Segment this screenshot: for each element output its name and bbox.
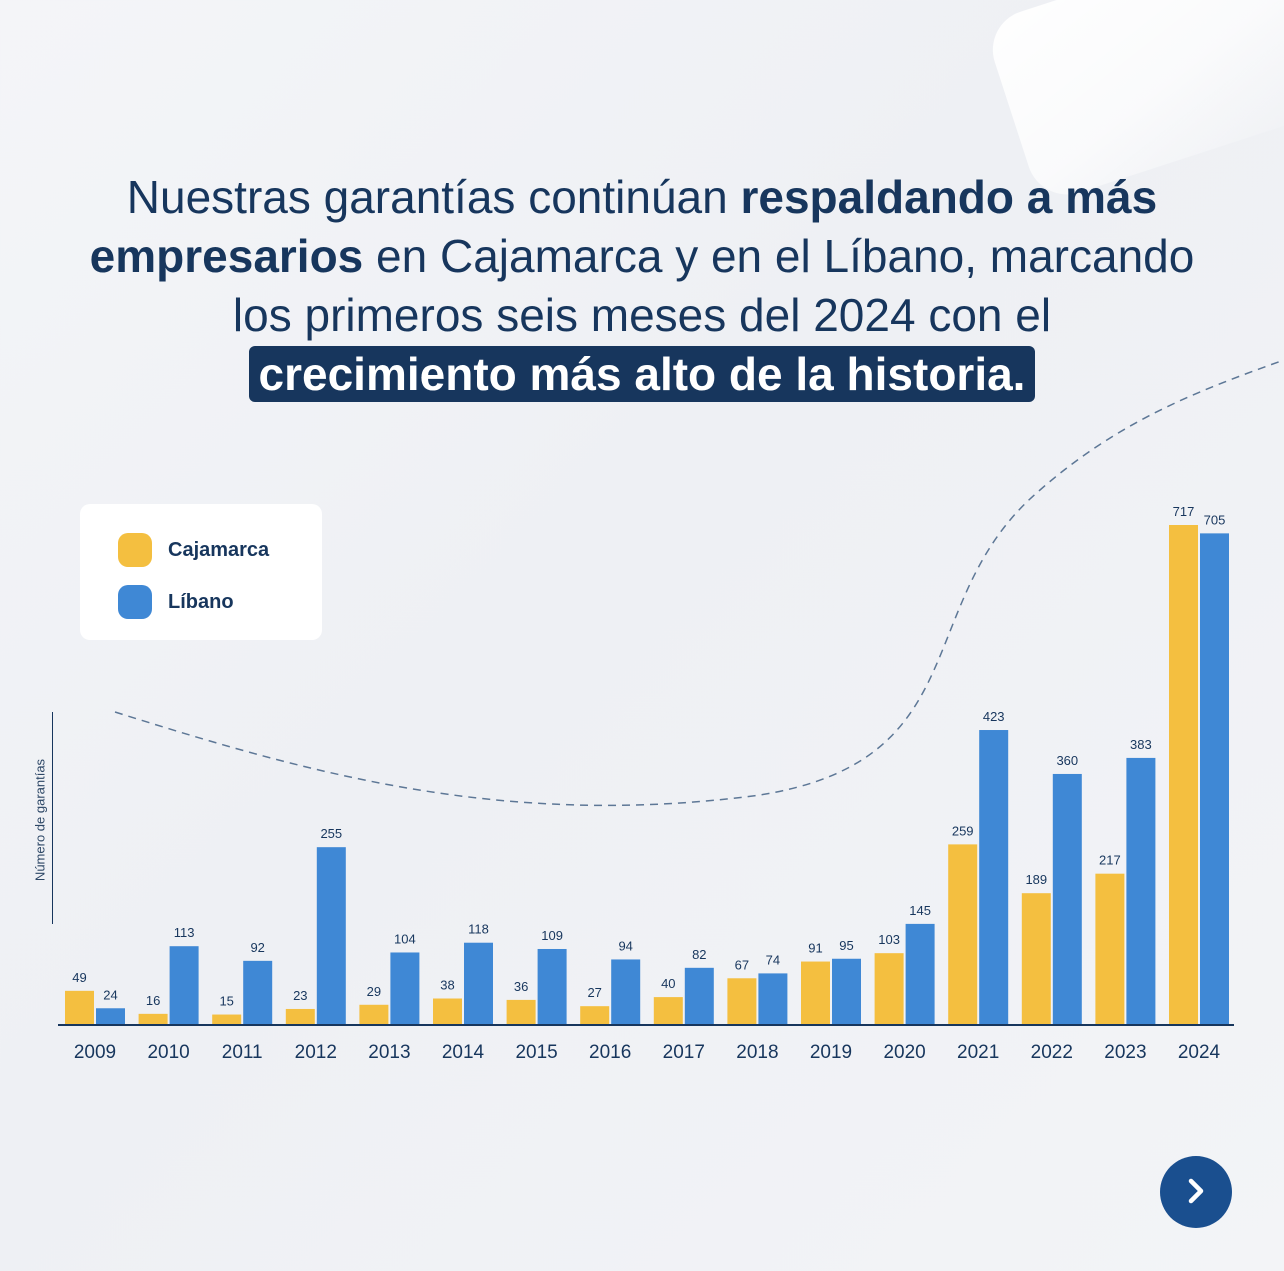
bar-cajamarca-2012 bbox=[285, 1008, 315, 1025]
data-label-cajamarca-2014: 38 bbox=[440, 978, 454, 993]
x-tick-label-2020: 2020 bbox=[883, 1042, 925, 1063]
x-tick-label-2023: 2023 bbox=[1104, 1042, 1146, 1063]
data-label-lbano-2016: 94 bbox=[618, 938, 632, 953]
data-label-cajamarca-2019: 91 bbox=[808, 941, 822, 956]
y-axis-line bbox=[52, 712, 53, 924]
headline: Nuestras garantías continúan respaldando… bbox=[60, 168, 1224, 404]
bar-lbano-2010 bbox=[169, 946, 199, 1025]
bar-cajamarca-2016 bbox=[580, 1006, 610, 1025]
bar-cajamarca-2018 bbox=[727, 978, 757, 1025]
x-tick-label-2022: 2022 bbox=[1031, 1042, 1073, 1063]
x-tick-label-2013: 2013 bbox=[368, 1042, 410, 1063]
data-label-cajamarca-2017: 40 bbox=[661, 976, 675, 991]
data-label-lbano-2024: 705 bbox=[1204, 512, 1226, 527]
bar-cajamarca-2019 bbox=[801, 961, 830, 1025]
data-label-lbano-2010: 113 bbox=[174, 925, 195, 940]
chart-legend: Cajamarca Líbano bbox=[80, 504, 322, 640]
data-label-lbano-2015: 109 bbox=[541, 928, 563, 943]
bar-lbano-2022 bbox=[1052, 773, 1082, 1025]
data-label-cajamarca-2015: 36 bbox=[514, 979, 528, 994]
data-label-cajamarca-2022: 189 bbox=[1025, 872, 1047, 887]
data-label-cajamarca-2023: 217 bbox=[1099, 853, 1121, 868]
bar-cajamarca-2017 bbox=[653, 997, 683, 1025]
legend-swatch-libano bbox=[118, 585, 152, 619]
x-tick-label-2009: 2009 bbox=[74, 1042, 116, 1063]
bar-cajamarca-2010 bbox=[138, 1013, 168, 1025]
trend-curve bbox=[114, 359, 1284, 807]
data-label-cajamarca-2011: 15 bbox=[219, 994, 233, 1009]
bar-lbano-2018 bbox=[758, 973, 788, 1025]
x-tick-label-2024: 2024 bbox=[1178, 1042, 1221, 1063]
bar-lbano-2023 bbox=[1126, 757, 1156, 1025]
x-tick-label-2011: 2011 bbox=[222, 1042, 263, 1063]
x-tick-label-2018: 2018 bbox=[736, 1042, 778, 1063]
data-label-lbano-2020: 145 bbox=[909, 903, 931, 918]
bar-lbano-2017 bbox=[684, 967, 714, 1025]
bar-cajamarca-2011 bbox=[212, 1014, 242, 1025]
data-label-lbano-2013: 104 bbox=[394, 931, 416, 946]
headline-bold: respaldando a más empresarios bbox=[89, 171, 1158, 282]
bar-lbano-2020 bbox=[905, 923, 935, 1025]
bar-cajamarca-2023 bbox=[1095, 873, 1125, 1025]
bar-cajamarca-2013 bbox=[359, 1004, 389, 1025]
data-label-cajamarca-2013: 29 bbox=[367, 984, 381, 999]
data-label-lbano-2012: 255 bbox=[320, 826, 342, 841]
data-label-lbano-2023: 383 bbox=[1130, 737, 1152, 752]
x-tick-label-2019: 2019 bbox=[810, 1042, 852, 1063]
data-label-lbano-2022: 360 bbox=[1056, 753, 1078, 768]
data-label-lbano-2019: 95 bbox=[839, 938, 853, 953]
bar-lbano-2014 bbox=[464, 942, 493, 1025]
data-label-cajamarca-2018: 67 bbox=[735, 957, 749, 972]
x-tick-label-2014: 2014 bbox=[442, 1042, 485, 1063]
bar-cajamarca-2014 bbox=[433, 998, 462, 1025]
bar-cajamarca-2020 bbox=[874, 953, 904, 1025]
data-label-lbano-2017: 82 bbox=[692, 947, 706, 962]
bar-cajamarca-2015 bbox=[506, 999, 536, 1025]
legend-item-cajamarca: Cajamarca bbox=[118, 533, 269, 567]
bar-lbano-2011 bbox=[243, 960, 273, 1025]
bar-cajamarca-2024 bbox=[1169, 525, 1198, 1025]
headline-highlight: crecimiento más alto de la historia. bbox=[248, 346, 1036, 402]
bar-lbano-2024 bbox=[1200, 533, 1229, 1025]
data-label-lbano-2018: 74 bbox=[766, 952, 780, 967]
data-label-cajamarca-2024: 717 bbox=[1173, 504, 1195, 519]
x-tick-label-2016: 2016 bbox=[589, 1042, 631, 1063]
data-label-lbano-2021: 423 bbox=[983, 709, 1005, 724]
legend-label-libano: Líbano bbox=[168, 590, 234, 613]
data-label-cajamarca-2020: 103 bbox=[878, 932, 900, 947]
bar-lbano-2012 bbox=[316, 847, 346, 1025]
legend-label-cajamarca: Cajamarca bbox=[168, 538, 270, 561]
headline-part2: en Cajamarca y en el Líbano, marcando lo… bbox=[232, 230, 1195, 341]
data-label-cajamarca-2016: 27 bbox=[587, 985, 601, 1000]
data-label-cajamarca-2021: 259 bbox=[952, 823, 974, 838]
bar-cajamarca-2022 bbox=[1021, 893, 1051, 1025]
bar-lbano-2015 bbox=[537, 948, 567, 1025]
chevron-right-icon bbox=[1180, 1175, 1212, 1210]
data-label-cajamarca-2012: 23 bbox=[293, 988, 307, 1003]
x-tick-label-2017: 2017 bbox=[663, 1042, 705, 1063]
data-label-lbano-2014: 118 bbox=[468, 922, 489, 937]
next-button[interactable] bbox=[1160, 1156, 1232, 1228]
data-label-cajamarca-2010: 16 bbox=[146, 993, 160, 1008]
bar-lbano-2013 bbox=[390, 952, 420, 1025]
headline-part1: Nuestras garantías continúan bbox=[126, 171, 741, 223]
bar-lbano-2016 bbox=[611, 959, 641, 1025]
legend-item-libano: Líbano bbox=[118, 585, 234, 619]
bar-cajamarca-2009 bbox=[65, 990, 94, 1025]
bar-cajamarca-2021 bbox=[948, 844, 978, 1025]
x-tick-label-2012: 2012 bbox=[295, 1042, 337, 1063]
data-label-cajamarca-2009: 49 bbox=[72, 970, 86, 985]
legend-swatch-cajamarca bbox=[118, 533, 152, 567]
x-tick-label-2021: 2021 bbox=[957, 1042, 999, 1063]
bar-lbano-2009 bbox=[96, 1008, 125, 1025]
data-label-lbano-2009: 24 bbox=[103, 987, 117, 1002]
x-tick-label-2015: 2015 bbox=[515, 1042, 557, 1063]
bar-lbano-2019 bbox=[832, 958, 861, 1025]
data-label-lbano-2011: 92 bbox=[250, 940, 264, 955]
x-tick-label-2010: 2010 bbox=[147, 1042, 189, 1063]
bar-lbano-2021 bbox=[979, 730, 1009, 1025]
